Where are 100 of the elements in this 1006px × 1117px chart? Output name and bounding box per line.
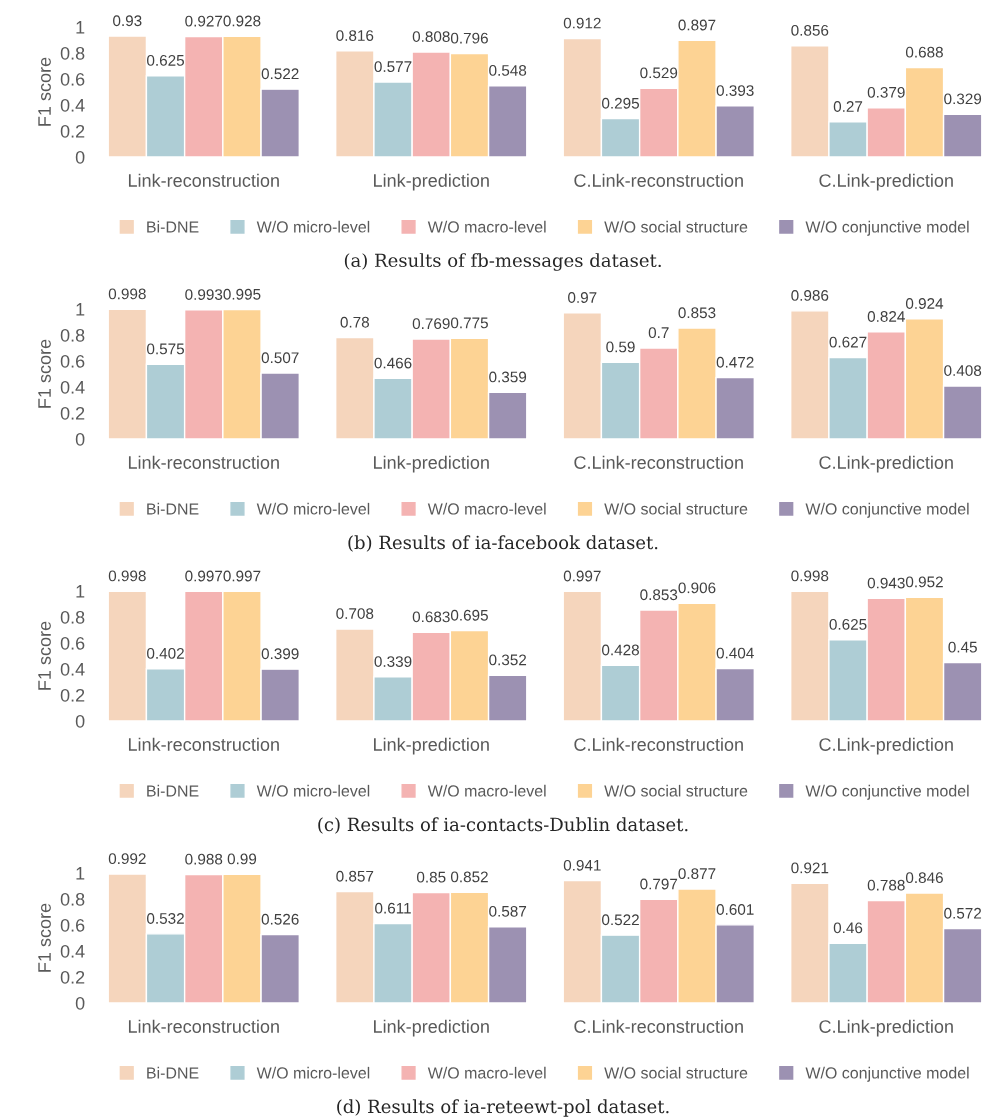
data-label: 0.941 [563, 859, 601, 871]
legend-label: W/O conjunctive model [805, 784, 969, 800]
data-label: 0.359 [489, 371, 527, 383]
x-tick-label: C.Link-reconstruction [574, 1019, 743, 1033]
legend-label: W/O micro-level [256, 1066, 370, 1079]
y-tick-label: 0 [75, 714, 85, 728]
data-label: 0.943 [867, 577, 905, 589]
legend-label: W/O macro-level [427, 784, 546, 797]
data-label: 0.507 [261, 352, 299, 364]
data-label: 0.59 [606, 341, 635, 353]
data-label: 0.27 [833, 101, 863, 112]
data-label: 0.912 [563, 17, 601, 29]
x-tick-label: Link-prediction [374, 173, 489, 191]
y-tick-label: 0.6 [60, 72, 85, 86]
text: (b) Results of ia-facebook dataset. [348, 535, 658, 552]
data-label: 0.998 [108, 570, 146, 582]
data-label: 0.921 [791, 862, 829, 874]
data-label: 0.611 [375, 902, 411, 914]
x-tick-label: C.Link-reconstruction [574, 455, 743, 469]
data-label: 0.99 [227, 853, 257, 865]
data-label: 0.625 [147, 54, 185, 66]
legend-label: W/O micro-level [256, 502, 370, 515]
data-label: 0.85 [416, 871, 446, 883]
data-label: 0.986 [791, 290, 829, 301]
data-label: 0.853 [678, 307, 716, 319]
data-label: 0.924 [905, 298, 944, 309]
y-tick-label: 0.2 [60, 406, 85, 420]
y-tick-label: 0.8 [60, 328, 85, 342]
legend-label: W/O macro-level [427, 220, 546, 233]
data-label: 0.577 [374, 61, 412, 73]
x-tick-label: Link-reconstruction [128, 173, 279, 187]
y-tick-label: 0.6 [60, 918, 85, 932]
y-tick-label: 0.8 [60, 46, 85, 60]
data-label: 0.295 [602, 97, 640, 109]
data-label: 0.526 [261, 913, 299, 925]
legend-label: W/O conjunctive model [805, 220, 969, 236]
data-label: 0.472 [716, 356, 754, 368]
data-label: 0.928 [223, 15, 261, 27]
data-label: 0.816 [336, 30, 374, 41]
data-label: 0.788 [867, 879, 905, 891]
y-tick-label: 0.4 [60, 98, 85, 112]
data-label: 0.572 [944, 907, 982, 919]
legend-label: Bi-DNE [147, 502, 199, 515]
data-label: 0.466 [374, 357, 412, 369]
data-label: 0.769 [412, 318, 450, 330]
data-label: 0.997 [563, 570, 601, 582]
legend-label: W/O social structure [604, 502, 748, 515]
y-tick-label: 0 [75, 996, 85, 1010]
data-label: 0.339 [374, 656, 412, 667]
data-label: 0.402 [147, 647, 184, 659]
legend-label: Bi-DNE [147, 220, 199, 233]
data-label: 0.856 [791, 24, 829, 36]
data-label: 0.379 [867, 86, 905, 98]
data-label: 0.775 [450, 317, 488, 329]
x-tick-label: Link-reconstruction [128, 455, 279, 469]
data-label: 0.995 [223, 288, 261, 300]
data-label: 0.897 [678, 19, 716, 31]
data-label: 0.952 [905, 576, 943, 588]
data-label: 0.857 [336, 870, 374, 882]
data-label: 0.877 [678, 868, 716, 880]
legend-label: W/O macro-level [427, 1066, 546, 1079]
y-tick-label: 0.6 [60, 636, 85, 650]
x-tick-label: C.Link-reconstruction [574, 173, 743, 187]
y-tick-label: 0.4 [60, 380, 85, 394]
text: (a) Results of fb-messages dataset. [344, 253, 661, 271]
data-label: 0.78 [340, 316, 370, 328]
data-label: 0.852 [450, 871, 488, 883]
data-label: 0.529 [640, 67, 678, 79]
data-label: 0.428 [602, 644, 639, 656]
y-tick-label: 1 [76, 21, 85, 34]
data-label: 0.927 [185, 15, 223, 27]
data-label: 0.988 [185, 853, 223, 865]
y-axis-title: F1 score [38, 903, 51, 972]
x-tick-label: C.Link-reconstruction [574, 737, 743, 751]
data-label: 0.797 [640, 878, 678, 890]
data-label: 0.404 [716, 647, 754, 659]
x-tick-label: Link-prediction [374, 1019, 489, 1037]
data-label: 0.522 [261, 68, 299, 80]
data-label: 0.997 [185, 570, 223, 582]
data-label: 0.708 [336, 608, 374, 619]
x-tick-label: C.Link-prediction [819, 1019, 953, 1037]
legend-label: W/O conjunctive model [805, 1066, 969, 1082]
y-tick-label: 0.8 [60, 892, 85, 906]
data-label: 0.45 [948, 641, 977, 653]
x-tick-label: Link-prediction [374, 455, 489, 473]
data-label: 0.683 [412, 611, 450, 623]
y-tick-label: 0 [75, 432, 85, 446]
data-label: 0.846 [905, 872, 943, 884]
data-label: 0.796 [450, 32, 488, 44]
data-label: 0.808 [412, 31, 450, 42]
data-label: 0.399 [261, 648, 299, 660]
legend-label: Bi-DNE [147, 784, 199, 797]
y-tick-label: 0.6 [60, 354, 85, 368]
data-label: 0.695 [450, 609, 488, 621]
legend-label: Bi-DNE [147, 1066, 199, 1079]
data-label: 0.824 [867, 311, 905, 322]
data-label: 0.548 [489, 64, 527, 76]
y-tick-label: 1 [76, 867, 85, 880]
data-label: 0.998 [791, 570, 829, 582]
y-axis-title: F1 score [38, 621, 51, 690]
